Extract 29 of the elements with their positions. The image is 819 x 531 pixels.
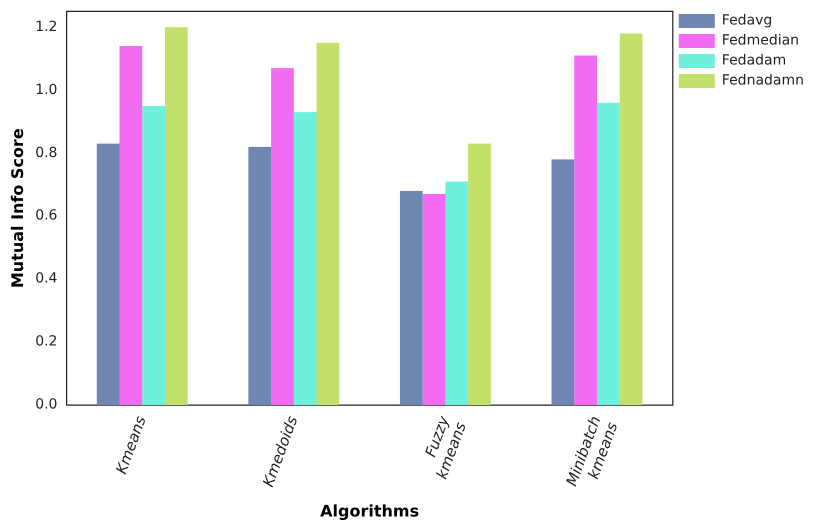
legend-label: Fednadamn [722, 72, 804, 89]
bar [120, 46, 142, 406]
y-tick-label: 1.2 [35, 18, 58, 35]
y-tick-label: 0.2 [35, 334, 58, 350]
y-tick-label: 0.6 [35, 208, 58, 224]
bar [468, 144, 491, 406]
y-tick-label: 0.8 [35, 144, 58, 161]
x-axis-title: Algorithms [320, 502, 420, 521]
y-tick-label: 0.4 [35, 270, 58, 287]
bar [574, 55, 597, 406]
bar [400, 190, 423, 406]
bar [316, 42, 340, 406]
bar [271, 68, 294, 406]
bar [552, 159, 574, 406]
bar [164, 27, 188, 406]
bar [422, 194, 446, 406]
y-tick-label: 0.0 [35, 396, 58, 413]
bar [596, 102, 620, 406]
legend-label: Fedavg [722, 12, 772, 29]
bar [142, 106, 165, 406]
bar [294, 112, 317, 406]
y-tick-label: 1.0 [35, 82, 58, 98]
legend-label: Fedadam [722, 52, 786, 69]
bar [96, 144, 120, 406]
y-axis-title: Mutual Info Score [8, 128, 27, 288]
legend-label: Fedmedian [722, 32, 800, 49]
bar [620, 33, 642, 406]
bar [248, 146, 272, 406]
bar [445, 181, 468, 406]
